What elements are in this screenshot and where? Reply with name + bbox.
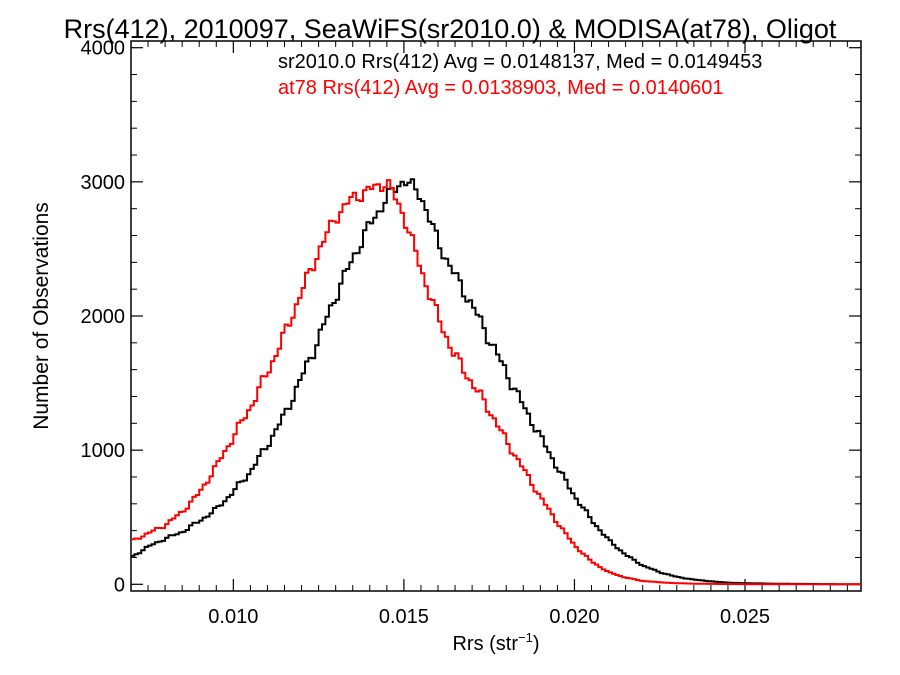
y-tick-label: 1000 xyxy=(81,440,126,462)
x-axis-label-end: ) xyxy=(533,633,540,655)
plot-area xyxy=(130,40,862,592)
chart-title: Rrs(412), 2010097, SeaWiFS(sr2010.0) & M… xyxy=(64,14,837,44)
series-layer xyxy=(131,178,861,586)
y-tick-label: 2000 xyxy=(81,306,126,328)
x-axis-label: Rrs (str−1) xyxy=(452,630,539,655)
x-axis-label-main: Rrs (str xyxy=(452,633,518,655)
y-tick-label: 4000 xyxy=(81,38,126,60)
axis-ticks xyxy=(131,41,861,591)
y-axis-label: Number of Observations xyxy=(30,202,53,430)
x-axis-label-superscript: −1 xyxy=(518,630,533,645)
histogram-series-line xyxy=(131,179,861,586)
legend-text-sr2010: sr2010.0 Rrs(412) Avg = 0.0148137, Med =… xyxy=(278,51,762,73)
y-tick-labels: 0 1000 2000 3000 4000 xyxy=(81,38,126,597)
x-tick-label: 0.020 xyxy=(549,606,599,628)
y-tick-label: 0 xyxy=(114,574,125,596)
plot-frame xyxy=(130,40,862,592)
x-tick-label: 0.010 xyxy=(208,606,258,628)
legend-text-at78: at78 Rrs(412) Avg = 0.0138903, Med = 0.0… xyxy=(278,77,724,99)
histogram-series-line xyxy=(131,178,861,586)
x-tick-labels: 0.010 0.015 0.020 0.025 xyxy=(208,606,770,628)
x-tick-label: 0.025 xyxy=(720,606,770,628)
x-tick-label: 0.015 xyxy=(379,606,429,628)
y-tick-label: 3000 xyxy=(81,172,126,194)
